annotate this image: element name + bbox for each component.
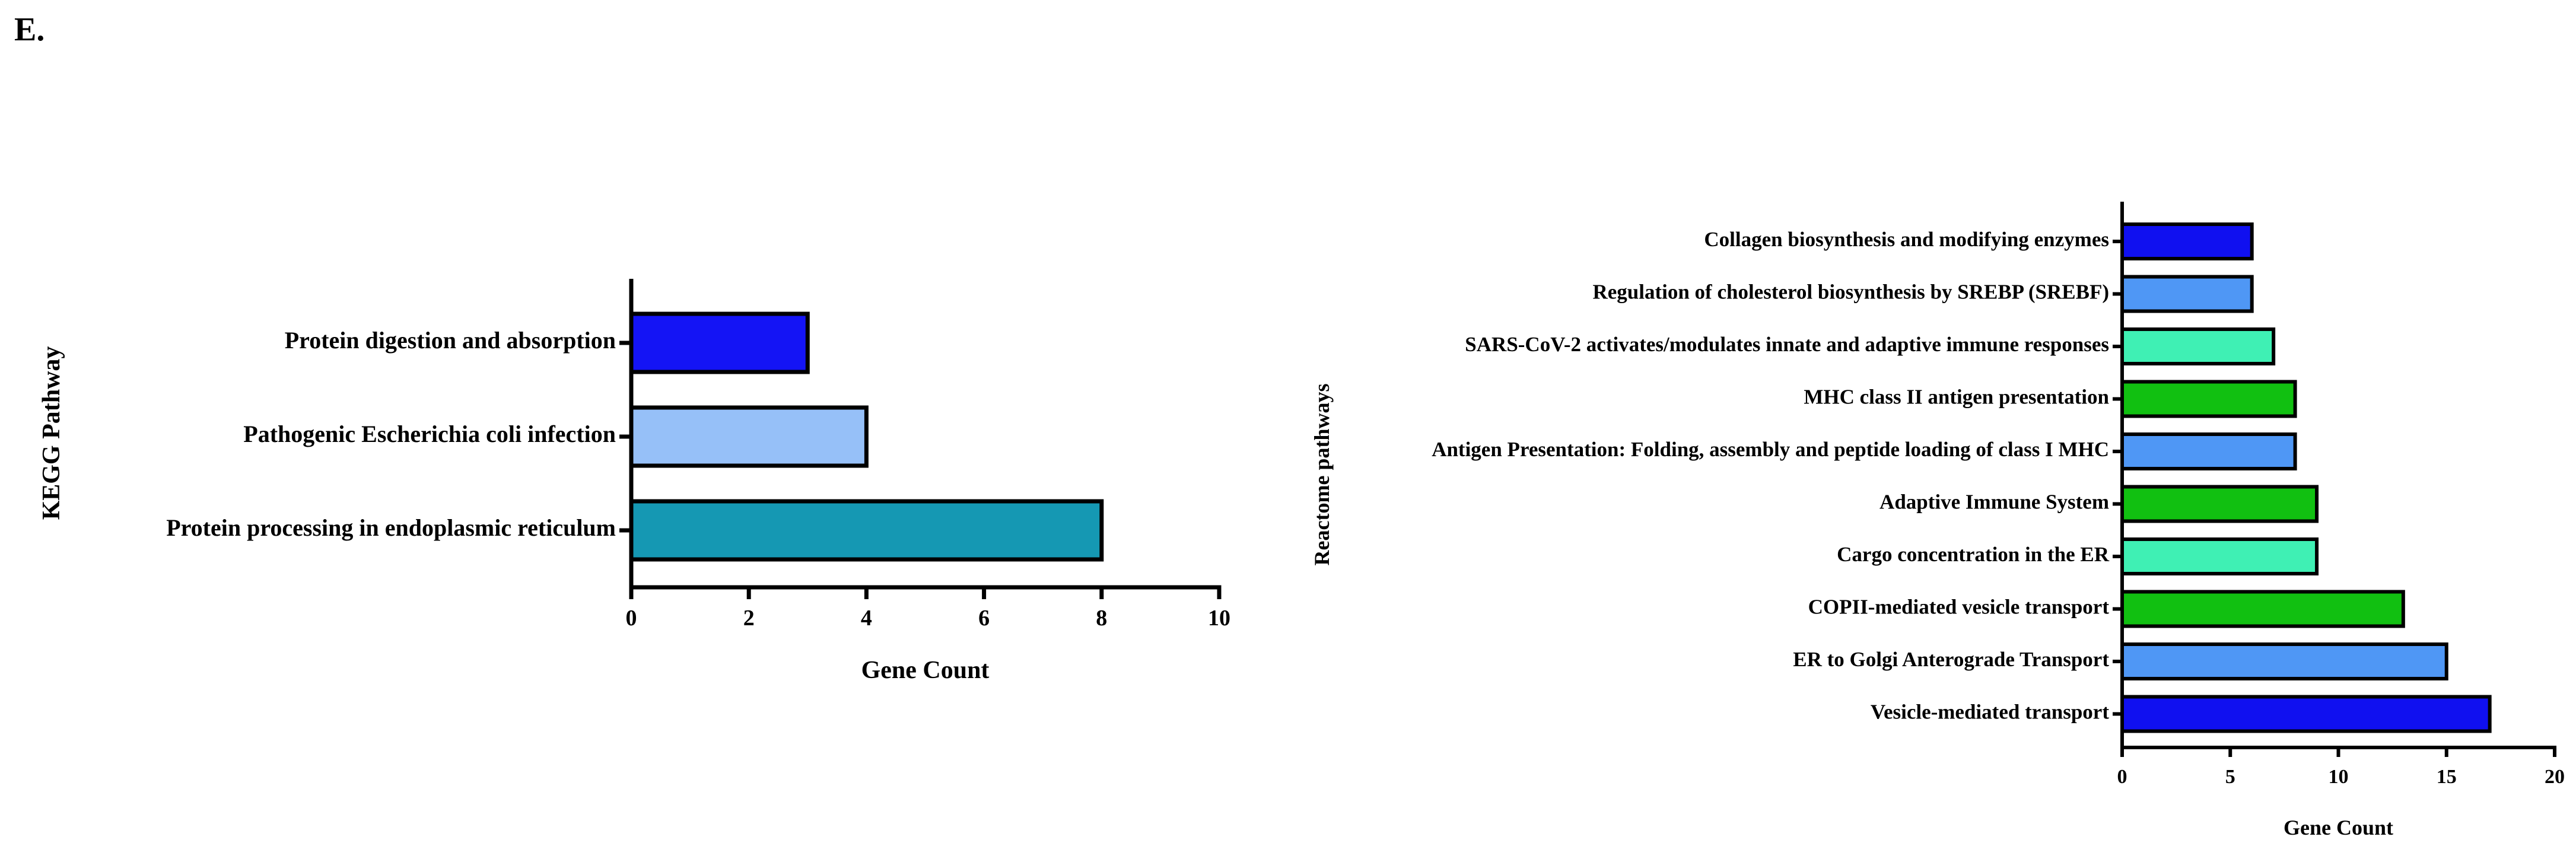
reactome-bar bbox=[2120, 275, 2254, 313]
kegg-bar bbox=[629, 311, 810, 374]
reactome-category-label: ER to Golgi Anterograde Transport bbox=[1793, 648, 2109, 671]
reactome-category-label: COPII-mediated vesicle transport bbox=[1808, 596, 2110, 619]
reactome-x-tick-label: 10 bbox=[2329, 766, 2349, 788]
reactome-bar bbox=[2120, 485, 2319, 523]
reactome-bar bbox=[2120, 537, 2319, 575]
kegg-x-tick-label: 10 bbox=[1208, 606, 1230, 631]
reactome-category-label: Adaptive Immune System bbox=[1879, 491, 2109, 514]
kegg-x-tick-label: 0 bbox=[626, 606, 637, 631]
kegg-x-tick-label: 4 bbox=[861, 606, 872, 631]
reactome-x-tick-label: 15 bbox=[2437, 766, 2457, 788]
reactome-bar bbox=[2120, 642, 2448, 680]
reactome-category-label: MHC class II antigen presentation bbox=[1804, 386, 2109, 409]
reactome-y-axis-title: Reactome pathways bbox=[1310, 384, 1334, 566]
reactome-bar bbox=[2120, 590, 2405, 628]
reactome-category-label: Regulation of cholesterol biosynthesis b… bbox=[1592, 281, 2109, 304]
reactome-category-label: SARS-CoV-2 activates/modulates innate an… bbox=[1465, 333, 2109, 356]
kegg-x-tick-label: 8 bbox=[1096, 606, 1107, 631]
reactome-category-label: Antigen Presentation: Folding, assembly … bbox=[1432, 438, 2109, 461]
kegg-x-tick-label: 2 bbox=[743, 606, 755, 631]
kegg-category-label: Protein digestion and absorption bbox=[285, 327, 616, 354]
kegg-pathway-chart: Protein digestion and absorption Pathogen… bbox=[38, 279, 1230, 684]
reactome-category-label: Vesicle-mediated transport bbox=[1871, 701, 2109, 724]
reactome-bar bbox=[2120, 432, 2297, 470]
reactome-bar bbox=[2120, 695, 2492, 733]
kegg-bar bbox=[629, 499, 1104, 562]
panel-label: E. bbox=[14, 11, 44, 48]
reactome-x-axis-title: Gene Count bbox=[2284, 816, 2393, 839]
reactome-x-tick-label: 0 bbox=[2117, 766, 2127, 788]
reactome-category-label: Cargo concentration in the ER bbox=[1837, 543, 2110, 566]
reactome-bar bbox=[2120, 380, 2297, 418]
reactome-x-tick-label: 20 bbox=[2545, 766, 2565, 788]
kegg-category-label: Protein processing in endoplasmic reticu… bbox=[166, 514, 616, 541]
reactome-bar bbox=[2120, 327, 2276, 365]
kegg-x-axis-title: Gene Count bbox=[861, 657, 990, 684]
reactome-category-label: Collagen biosynthesis and modifying enzy… bbox=[1704, 228, 2109, 251]
kegg-x-tick-label: 6 bbox=[978, 606, 990, 631]
reactome-x-tick-label: 5 bbox=[2225, 766, 2235, 788]
kegg-category-label: Pathogenic Escherichia coli infection bbox=[243, 421, 616, 447]
reactome-pathway-chart: Collagen biosynthesis and modifying enzy… bbox=[1310, 202, 2565, 839]
reactome-bar bbox=[2120, 222, 2254, 260]
kegg-y-axis-title: KEGG Pathway bbox=[38, 346, 65, 520]
kegg-bar bbox=[629, 405, 869, 468]
